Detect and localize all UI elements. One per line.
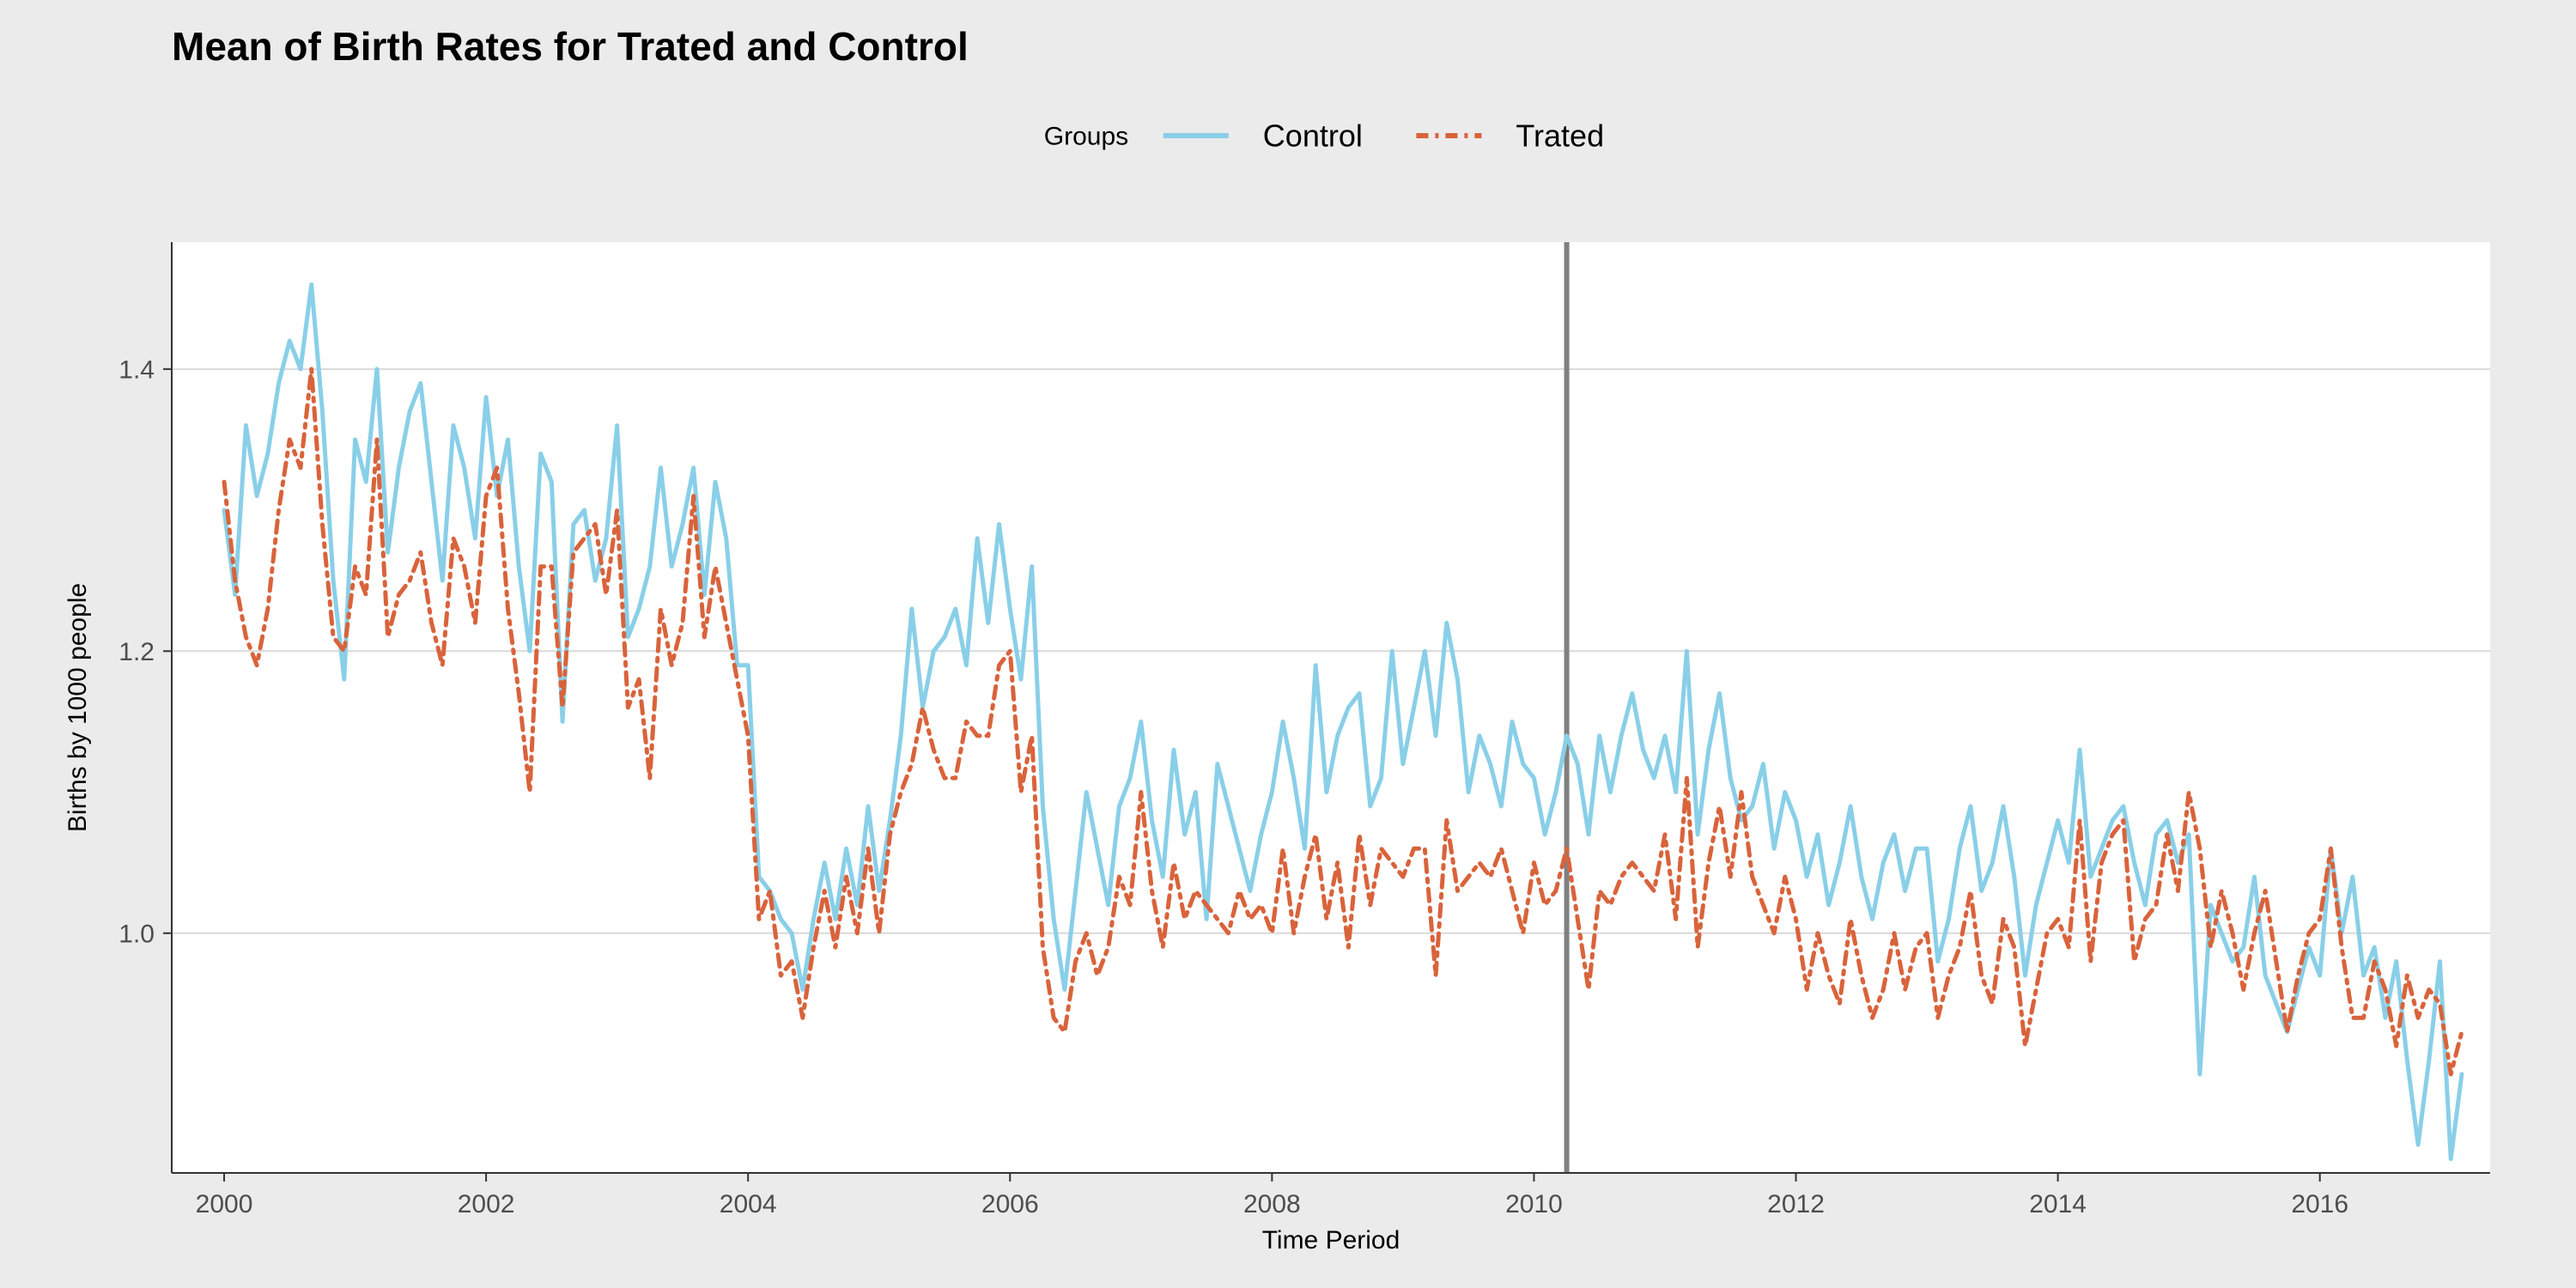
y-tick-label: 1.2 [118,638,155,666]
y-tick-label: 1.4 [118,355,155,384]
x-tick-label: 2002 [458,1190,515,1218]
x-tick-label: 2000 [196,1190,253,1218]
legend-title: Groups [1044,123,1128,151]
x-tick-label: 2014 [2029,1190,2087,1218]
x-tick-label: 2016 [2291,1190,2348,1218]
y-tick-label: 1.0 [118,920,155,948]
legend-label-control: Control [1263,118,1363,154]
x-tick-label: 2006 [981,1190,1039,1218]
x-tick-label: 2012 [1767,1190,1825,1218]
legend: Groups Control Trated [1044,118,1604,154]
x-tick-label: 2010 [1505,1190,1563,1218]
x-axis-label: Time Period [1262,1226,1400,1255]
y-axis-label: Births by 1000 people [64,583,92,832]
x-tick-label: 2008 [1243,1190,1301,1218]
birth-rate-chart: 2000 2002 2004 2006 2008 2010 2012 2014 2016 1.0 1… [0,0,2576,1288]
chart-container: 2000 2002 2004 2006 2008 2010 2012 2014 2016 1.0 1… [0,0,2576,1288]
x-tick-label: 2004 [720,1190,777,1218]
legend-label-trated: Trated [1516,118,1604,154]
chart-title: Mean of Birth Rates for Trated and Contr… [172,24,969,69]
